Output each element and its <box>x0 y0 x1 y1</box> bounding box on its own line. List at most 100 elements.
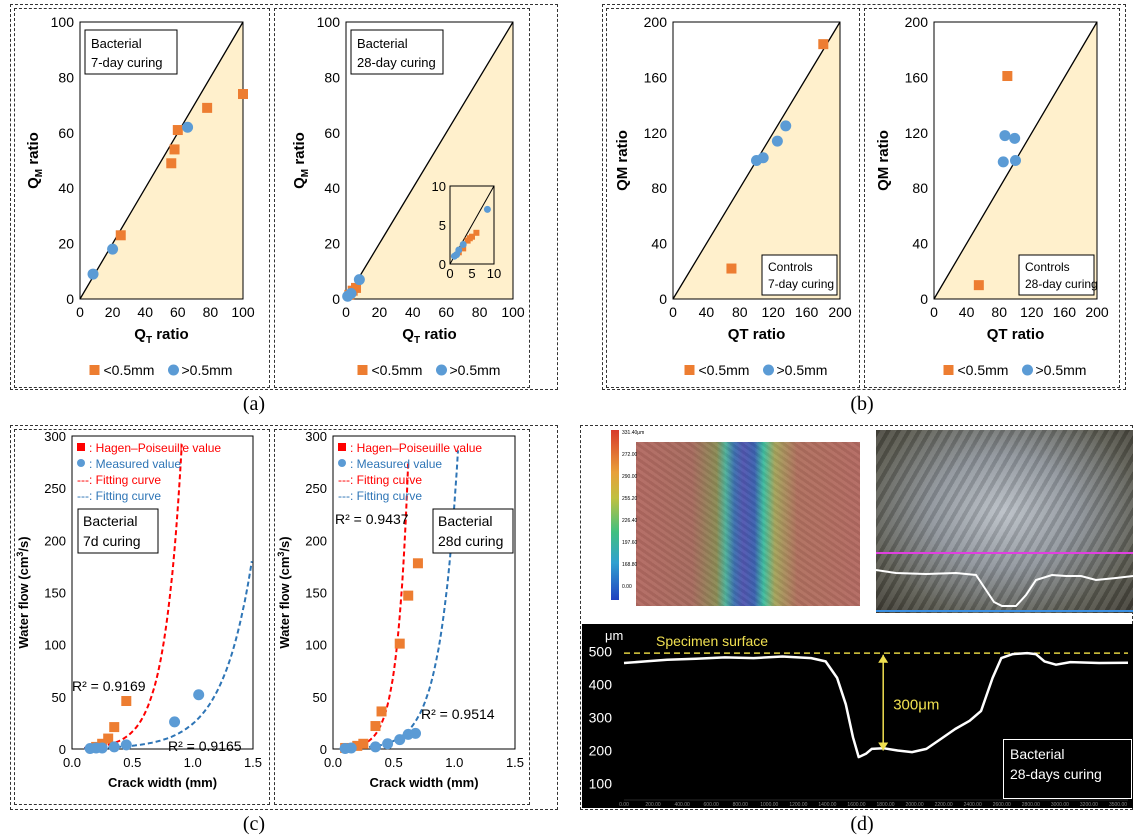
point-hp-c1 <box>121 696 132 707</box>
inset-x-tick-label: 10 <box>487 266 501 281</box>
point-hp-c2 <box>352 740 363 751</box>
point-lt-b2 <box>973 280 984 291</box>
point-lt-a1 <box>166 158 177 169</box>
legend-marker-lt-a2 <box>357 365 368 375</box>
annotation-line1-c1: Bacterial <box>83 513 137 529</box>
colorbar-tick-label: 272.00 <box>622 452 638 458</box>
inset-x-tick-label: 0 <box>446 266 453 281</box>
point-gt-a1 <box>107 243 119 255</box>
inset-y-tick-label: 0 <box>439 257 446 272</box>
x-tick-label-b2: 120 <box>1020 304 1044 320</box>
optical-profile-line <box>875 569 1134 607</box>
legend-label-gt-b1: >0.5mm <box>777 362 828 378</box>
panel-a-frame <box>10 4 558 390</box>
r2-label-hp-c2: R² = 0.9437 <box>335 511 409 527</box>
x-axis-title-c1: Crack width (mm) <box>108 775 217 790</box>
annotation-line1-b2: Controls <box>1025 260 1070 274</box>
y-tick-label-b1: 80 <box>651 180 667 196</box>
point-gt-b2 <box>997 156 1009 168</box>
colorbar <box>611 430 619 600</box>
y-axis-title-c1: Water flow (cm3/s) <box>15 536 31 648</box>
legend-marker-gt-b1 <box>763 364 774 376</box>
y-tick-label-c2: 300 <box>305 429 327 444</box>
micrograph-height-map <box>636 442 860 606</box>
legend-marker-meas-c1 <box>77 459 85 467</box>
y-tick-label-b1: 120 <box>644 125 668 141</box>
point-gt-b2 <box>1010 155 1021 166</box>
y-axis-title-c2: Water flow (cm3/s) <box>276 536 292 648</box>
annotation-line2-c1: 7d curing <box>83 533 141 549</box>
profile-x-tick-label: 2400.00 <box>964 802 982 808</box>
legend-marker-gt-a1 <box>168 364 179 376</box>
y-tick-label-c2: 50 <box>313 690 327 705</box>
point-meas-c2 <box>410 727 422 739</box>
y-axis-title-b1: QM ratio <box>614 130 631 191</box>
profile-x-tick-label: 2000.00 <box>906 802 924 808</box>
x-tick-label-a2: 100 <box>501 304 525 320</box>
profile-y-tick-label: 100 <box>589 776 613 792</box>
point-meas-c1 <box>120 739 132 751</box>
r2-label-meas-c1: R² = 0.9165 <box>168 738 242 754</box>
legend-label-lt-b1: <0.5mm <box>699 362 750 378</box>
legend-marker-hp-c2 <box>338 443 346 451</box>
y-tick-label-a1: 60 <box>58 125 74 141</box>
x-tick-label-a2: 60 <box>438 304 454 320</box>
point-meas-c1 <box>193 689 205 701</box>
profile-x-tick-label: 1600.00 <box>847 802 865 808</box>
x-tick-label-c1: 1.5 <box>244 755 262 770</box>
x-tick-label-b2: 40 <box>959 304 975 320</box>
profile-annotation-line2: 28-days curing <box>1010 766 1102 782</box>
annotation-line2-b2: 28-day curing <box>1025 277 1098 291</box>
profile-y-tick-label: 300 <box>589 710 613 726</box>
legend-label-fit_meas-c2: ---: Fitting curve <box>338 489 422 503</box>
profile-annotation-line1: Bacterial <box>1010 746 1064 762</box>
x-tick-label-a1: 20 <box>105 304 121 320</box>
legend-marker-meas-c2 <box>338 459 346 467</box>
y-axis-title-b2: QM ratio <box>875 130 892 191</box>
r2-label-meas-c2: R² = 0.9514 <box>421 706 495 722</box>
point-hp-c2 <box>403 590 414 601</box>
x-tick-label-a2: 0 <box>342 304 350 320</box>
x-tick-label-a1: 80 <box>203 304 219 320</box>
point-lt-b2 <box>1002 71 1013 82</box>
y-tick-label-a2: 40 <box>324 180 340 196</box>
y-tick-label-a2: 20 <box>324 236 340 252</box>
profile-x-tick-label: 200.00 <box>645 802 661 808</box>
x-tick-label-a1: 100 <box>231 304 255 320</box>
profile-annotation-box <box>1003 739 1132 799</box>
point-lt-a1 <box>172 125 183 136</box>
annotation-box-a2 <box>350 29 444 75</box>
annotation-box-b2 <box>1018 254 1095 296</box>
y-tick-label-b1: 160 <box>644 69 668 85</box>
legend-label-fit_hp-c2: ---: Fitting curve <box>338 473 422 487</box>
profile-x-tick-label: 1800.00 <box>876 802 894 808</box>
y-axis-title-a1: QM ratio <box>25 132 45 189</box>
point-gt-b1 <box>780 120 792 132</box>
y-tick-label-c2: 0 <box>320 742 327 757</box>
chart-b2-box <box>864 8 1120 388</box>
profile-x-tick-label: 600.00 <box>704 802 720 808</box>
point-lt-a1 <box>202 102 213 113</box>
point-hp-c2 <box>370 721 381 732</box>
sublabel-c: (c) <box>242 813 266 835</box>
point-meas-c1 <box>96 742 108 754</box>
profile-x-tick-label: 400.00 <box>674 802 690 808</box>
annotation-line2-a2: 28-day curing <box>357 55 436 70</box>
micrograph-optical <box>876 430 1133 613</box>
annotation-box-c1 <box>77 508 159 554</box>
profile-x-tick-label: 2800.00 <box>1022 802 1040 808</box>
legend-label-hp-c2: : Hagen–Poiseuille value <box>350 441 482 455</box>
y-tick-label-a1: 100 <box>51 14 75 30</box>
legend-label-meas-c2: : Measured value <box>350 457 442 471</box>
profile-y-tick-label: 500 <box>589 644 613 660</box>
y-tick-label-b2: 80 <box>912 180 928 196</box>
x-tick-label-a1: 40 <box>137 304 153 320</box>
plot-area-b1 <box>672 21 841 300</box>
y-axis-title-a2: QM ratio <box>291 132 311 189</box>
legend-marker-lt-b1 <box>684 365 695 375</box>
x-tick-label-c2: 0.0 <box>324 755 342 770</box>
annotation-line2-c2: 28d curing <box>438 533 503 549</box>
surface-label: Specimen surface <box>656 633 768 649</box>
x-axis-title-a1: QT ratio <box>134 326 188 346</box>
profile-x-tick-label: 800.00 <box>733 802 749 808</box>
